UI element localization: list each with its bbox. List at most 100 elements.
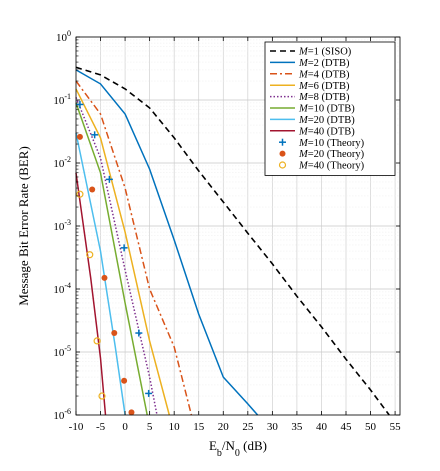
legend-label-var: M: [298, 115, 309, 126]
legend-label-var: M: [298, 138, 309, 149]
y-tick-exponent: -4: [64, 281, 71, 290]
legend-label-var: M: [298, 92, 309, 103]
legend-label-text: =10 (Theory): [308, 138, 365, 149]
legend-label: M=8 (DTB): [298, 92, 350, 103]
x-tick-label: -5: [96, 421, 106, 433]
y-tick-label: 10-4: [53, 281, 71, 296]
x-tick-label: 45: [341, 421, 353, 433]
legend-label-var: M: [298, 47, 309, 58]
y-tick-exponent: -3: [64, 218, 71, 227]
theory-point-1: [128, 409, 135, 416]
theory-point-2: [76, 190, 84, 198]
legend-label-var: M: [298, 161, 309, 172]
x-tick-label: 30: [267, 421, 279, 433]
legend-label-var: M: [298, 69, 309, 80]
legend-label-var: M: [298, 81, 309, 92]
theory-point-1: [121, 377, 128, 384]
theory-point-0: [105, 175, 113, 183]
x-tick-label: 0: [122, 421, 128, 433]
theory-point-0: [135, 329, 143, 337]
legend-label-text: =8 (DTB): [308, 92, 350, 103]
x-axis-label-mid: /N: [222, 438, 236, 453]
x-tick-label: 55: [390, 421, 402, 433]
y-tick-base: 10: [53, 347, 65, 359]
theory-point-1: [101, 274, 108, 281]
theory-point-2: [98, 392, 106, 400]
legend-marker: [279, 150, 286, 157]
series-line-6: [75, 132, 126, 416]
y-tick-base: 10: [53, 221, 65, 233]
x-tick-label: 15: [193, 421, 205, 433]
legend-label-var: M: [298, 126, 309, 137]
legend-label-text: =10 (DTB): [308, 104, 356, 115]
legend-label-text: =20 (Theory): [308, 149, 365, 160]
theory-point-2: [93, 337, 101, 345]
theory-point-0: [145, 389, 153, 397]
x-tick-label: 10: [169, 421, 181, 433]
x-tick-label: 20: [218, 421, 230, 433]
y-tick-label: 10-6: [53, 407, 71, 422]
y-tick-exponent: -2: [64, 155, 71, 164]
legend-marker: [278, 161, 287, 169]
y-tick-base: 10: [56, 32, 68, 44]
x-axis-label-unit: (dB): [240, 438, 267, 453]
y-tick-label: 10-5: [53, 344, 71, 359]
legend-label: M=10 (Theory): [298, 138, 365, 149]
series-line-0: [75, 66, 390, 416]
x-axis-label-sub2: 0: [235, 448, 240, 459]
legend-label-text: =40 (DTB): [308, 126, 356, 137]
legend-label-var: M: [298, 58, 309, 69]
legend-label: M=20 (DTB): [298, 115, 355, 126]
y-tick-base: 10: [53, 158, 65, 170]
legend-label-var: M: [298, 104, 309, 115]
x-tick-label: 25: [242, 421, 254, 433]
legend-label: M=20 (Theory): [298, 149, 365, 160]
y-tick-exponent: -6: [64, 407, 71, 416]
legend-label: M=40 (Theory): [298, 161, 365, 172]
series-line-2: [75, 80, 193, 416]
theory-point-0: [76, 100, 84, 108]
theory-point-1: [111, 330, 118, 337]
x-axis-label-main: E: [209, 438, 217, 453]
theory-point-0: [91, 131, 99, 139]
legend-label-text: =6 (DTB): [308, 81, 350, 92]
theory-point-2: [86, 251, 94, 259]
theory-point-1: [76, 133, 83, 140]
series-line-3: [75, 88, 171, 416]
series-layer: [75, 66, 390, 416]
legend-label-text: =2 (DTB): [308, 58, 350, 69]
legend-label: M=4 (DTB): [298, 69, 350, 80]
y-tick-base: 10: [53, 95, 65, 107]
y-tick-exponent: -1: [64, 92, 71, 101]
legend-label-text: =20 (DTB): [308, 115, 356, 126]
legend-label-text: =4 (DTB): [308, 69, 350, 80]
x-tick-label: 5: [147, 421, 153, 433]
y-tick-base: 10: [53, 284, 65, 296]
x-tick-label: 40: [316, 421, 328, 433]
x-tick-label: 50: [365, 421, 377, 433]
series-line-1: [75, 69, 259, 416]
legend-label-var: M: [298, 149, 309, 160]
y-tick-base: 10: [53, 410, 65, 422]
legend-label: M=2 (DTB): [298, 58, 350, 69]
y-tick-exponent: 0: [67, 29, 71, 38]
legend-label: M=1 (SISO): [298, 47, 352, 58]
x-axis-label-sub1: b: [217, 448, 222, 459]
legend-label-text: =1 (SISO): [308, 47, 352, 58]
legend-marker: [279, 138, 286, 146]
theory-point-1: [89, 186, 96, 193]
x-tick-label: 35: [291, 421, 303, 433]
legend-label: M=10 (DTB): [298, 104, 355, 115]
legend-label: M=40 (DTB): [298, 126, 355, 137]
y-tick-label: 10-1: [53, 92, 71, 107]
y-axis-label: Message Bit Error Rate (BER): [16, 146, 31, 306]
legend: M=1 (SISO)M=2 (DTB)M=4 (DTB)M=6 (DTB)M=8…: [264, 41, 396, 176]
theory-point-0: [120, 244, 128, 252]
legend-label: M=6 (DTB): [298, 81, 350, 92]
y-tick-label: 10-3: [53, 218, 71, 233]
x-tick-label: -10: [69, 421, 84, 433]
y-tick-label: 10-2: [53, 155, 71, 170]
series-line-7: [75, 172, 107, 416]
tick-layer: -10 -5 0 5 10 15 20 25 30 35 40 45 50 5510010-110-210…: [53, 29, 401, 433]
